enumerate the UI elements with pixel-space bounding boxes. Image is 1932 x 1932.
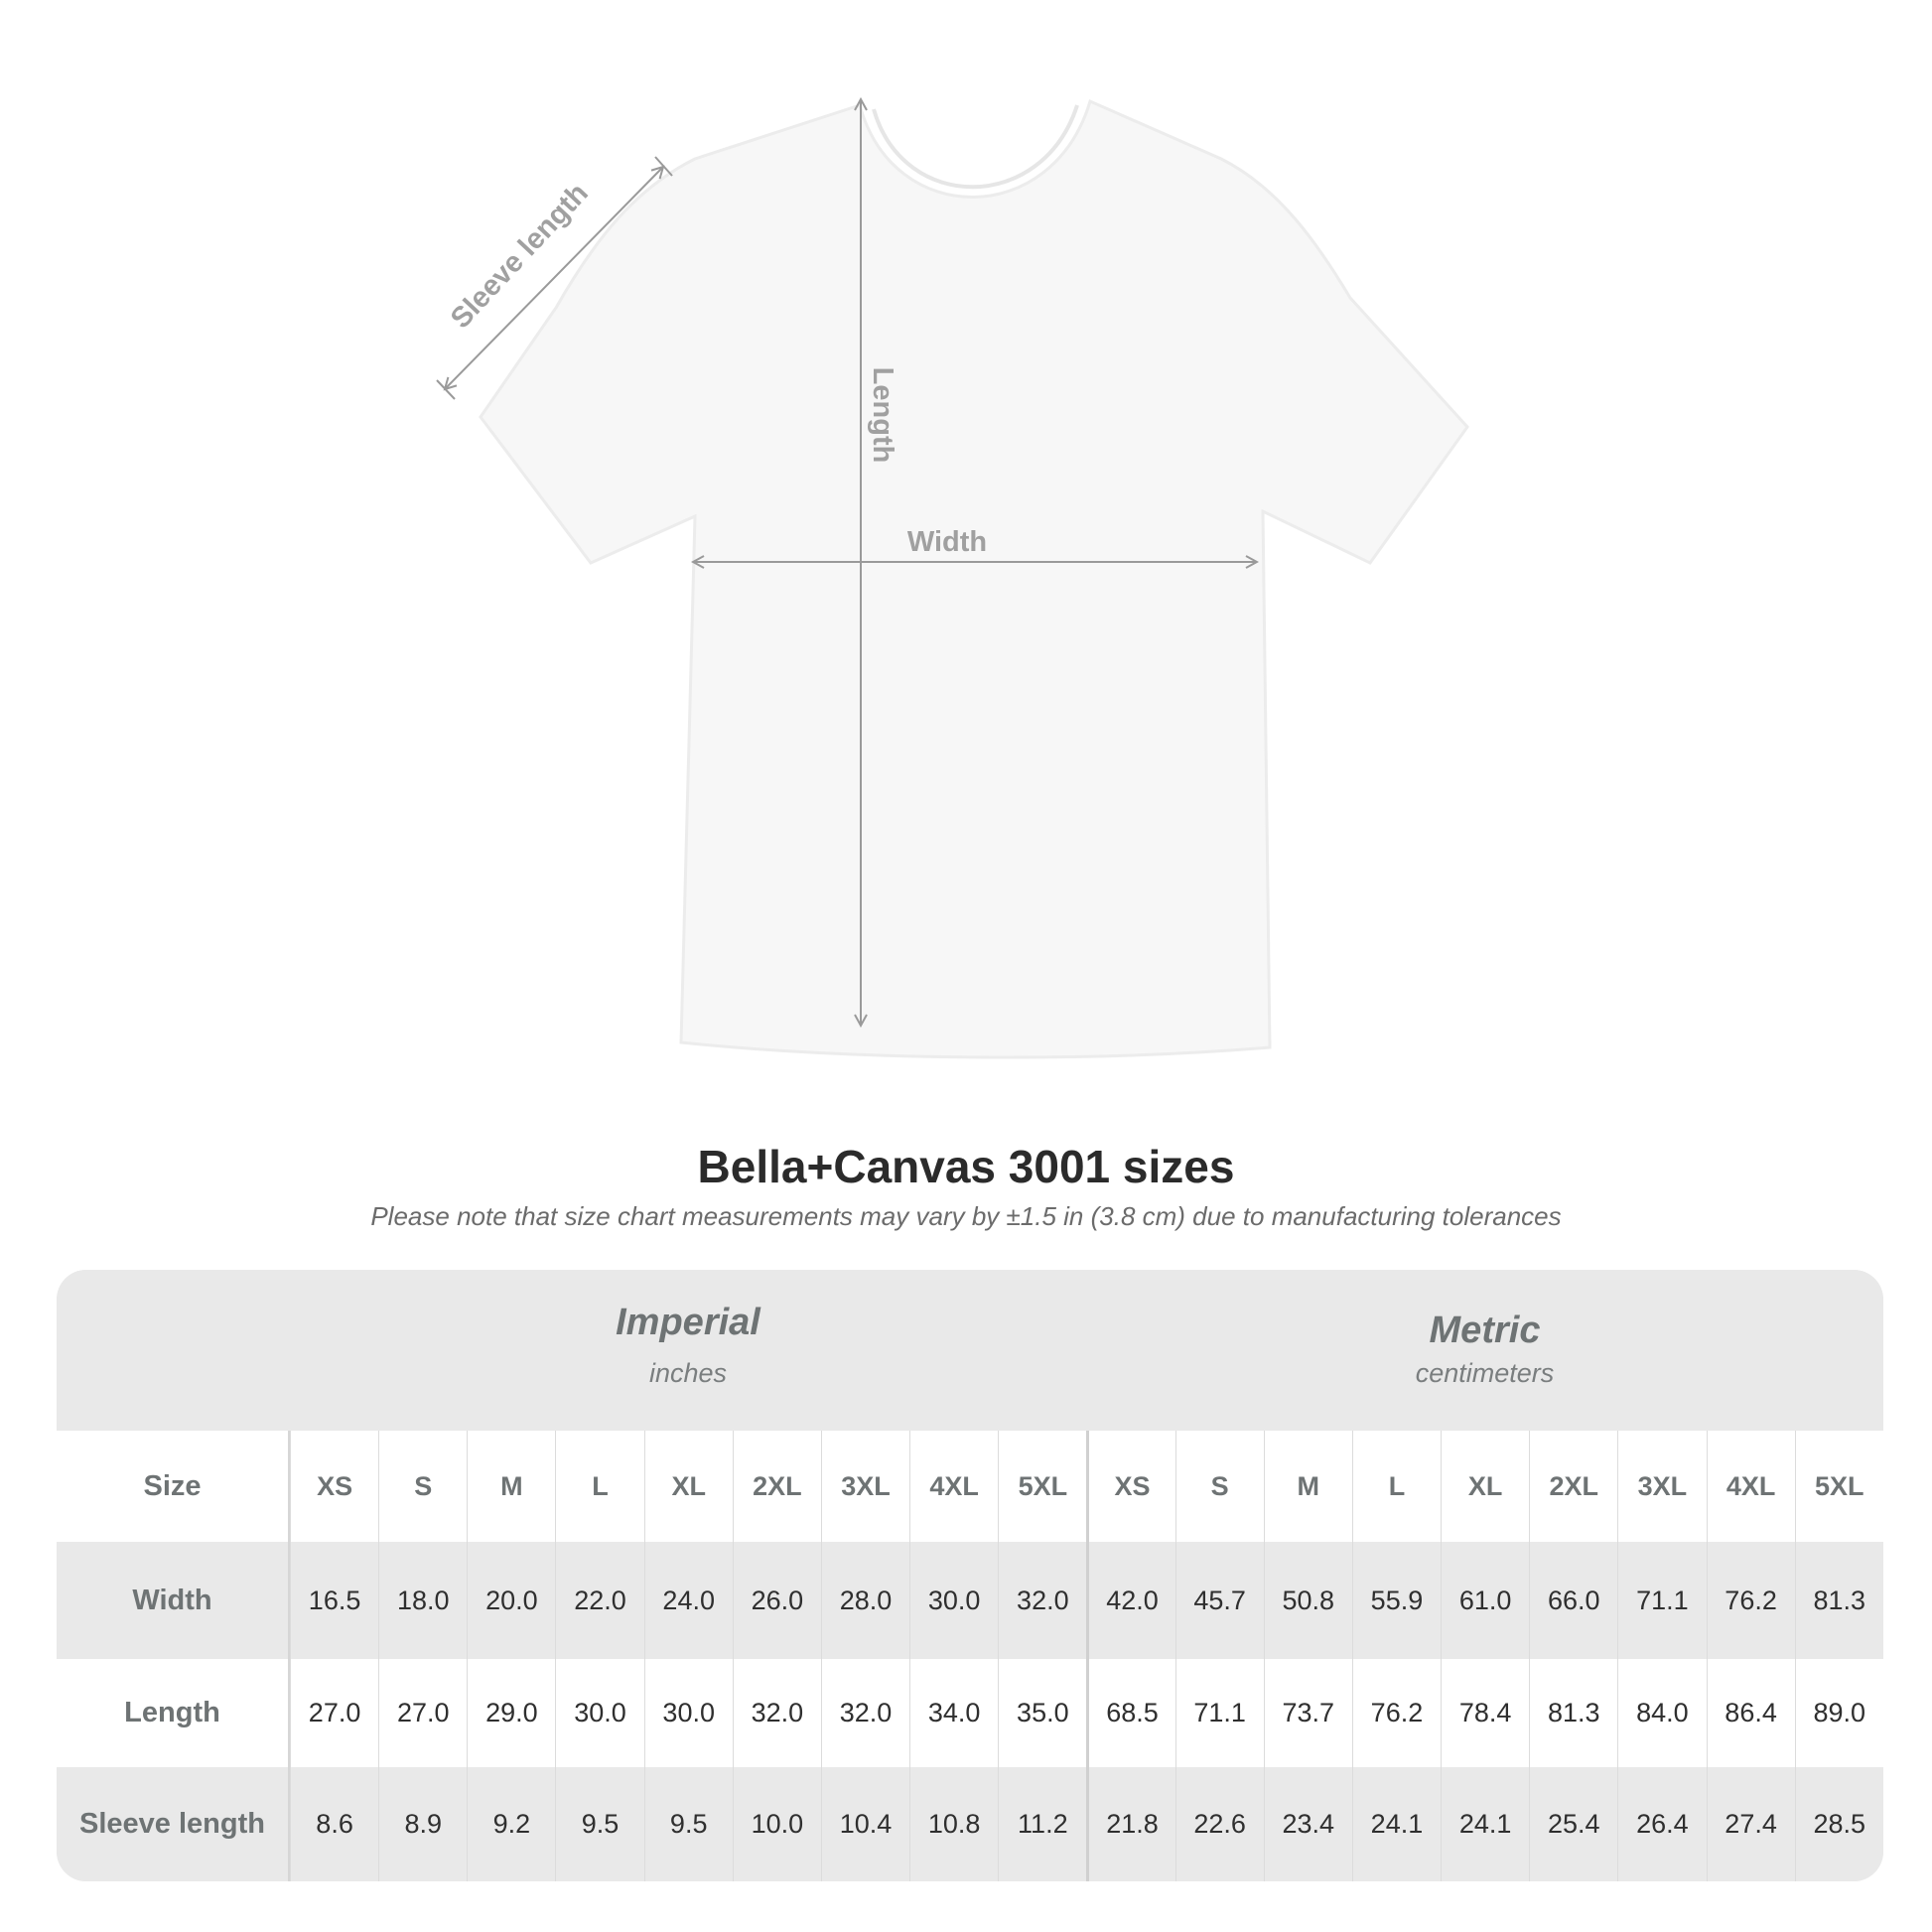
- imperial-value: 9.2: [467, 1767, 555, 1881]
- imperial-value: 11.2: [998, 1767, 1086, 1881]
- size-header-row: Size XS S M L XL 2XL 3XL 4XL 5XL XS S M L XL 2XL 3XL 4XL 5…: [57, 1431, 1883, 1542]
- imperial-unit: inches: [648, 1358, 728, 1388]
- sleeve-arrow: [445, 167, 663, 389]
- imperial-value: 10.0: [732, 1767, 821, 1881]
- metric-value: 25.4: [1529, 1767, 1617, 1881]
- imperial-value: 27.0: [290, 1659, 378, 1767]
- metric-size-l: L: [1351, 1431, 1441, 1542]
- tshirt-shape: [479, 98, 1469, 1059]
- imperial-size-m: M: [467, 1431, 555, 1542]
- imperial-value: 28.0: [820, 1542, 909, 1659]
- metric-value: 22.6: [1174, 1767, 1264, 1881]
- metric-size-xl: XL: [1441, 1431, 1529, 1542]
- imperial-value: 24.0: [643, 1542, 733, 1659]
- metric-value: 89.0: [1794, 1659, 1883, 1767]
- imperial-value: 27.0: [378, 1659, 467, 1767]
- metric-value: 50.8: [1263, 1542, 1352, 1659]
- width-label: Width: [907, 526, 987, 558]
- imperial-value: 18.0: [378, 1542, 467, 1659]
- metric-size-4xl: 4XL: [1706, 1431, 1795, 1542]
- imperial-value: 9.5: [555, 1767, 643, 1881]
- tolerance-note: Please note that size chart measurements…: [370, 1201, 1562, 1231]
- imperial-value: 10.4: [820, 1767, 909, 1881]
- metric-value: 73.7: [1263, 1659, 1352, 1767]
- metric-size-3xl: 3XL: [1617, 1431, 1706, 1542]
- row-label: Length: [57, 1659, 290, 1767]
- metric-value: 78.4: [1441, 1659, 1529, 1767]
- imperial-value: 29.0: [467, 1659, 555, 1767]
- metric-value: 24.1: [1351, 1767, 1441, 1881]
- row-label: Sleeve length: [57, 1767, 290, 1881]
- tshirt-diagram: Sleeve length Length Width: [436, 0, 1469, 1059]
- imperial-size-3xl: 3XL: [820, 1431, 909, 1542]
- imperial-value: 32.0: [820, 1659, 909, 1767]
- metric-value: 45.7: [1174, 1542, 1264, 1659]
- imperial-header: Imperial inches: [290, 1302, 1086, 1389]
- imperial-value: 35.0: [998, 1659, 1086, 1767]
- imperial-size-5xl: 5XL: [998, 1431, 1086, 1542]
- size-table: Imperial inches Metric centimeters Size X…: [57, 1270, 1883, 1881]
- imperial-size-l: L: [555, 1431, 643, 1542]
- imperial-value: 32.0: [998, 1542, 1086, 1659]
- imperial-value: 30.0: [555, 1659, 643, 1767]
- table-row: Width 16.5 18.0 20.0 22.0 24.0 26.0 28.0 30.0 32.…: [57, 1542, 1883, 1659]
- metric-value: 55.9: [1351, 1542, 1441, 1659]
- imperial-value: 30.0: [909, 1542, 998, 1659]
- imperial-value: 26.0: [732, 1542, 821, 1659]
- unit-header: Imperial inches Metric centimeters: [57, 1270, 1883, 1431]
- metric-size-s: S: [1174, 1431, 1264, 1542]
- metric-size-2xl: 2XL: [1529, 1431, 1617, 1542]
- imperial-value: 20.0: [467, 1542, 555, 1659]
- imperial-value: 8.6: [290, 1767, 378, 1881]
- table-row: Sleeve length 8.6 8.9 9.2 9.5 9.5 10.0 10.4 10.8…: [57, 1767, 1883, 1881]
- row-label: Width: [57, 1542, 290, 1659]
- metric-size-5xl: 5XL: [1794, 1431, 1883, 1542]
- imperial-value: 16.5: [290, 1542, 378, 1659]
- metric-value: 76.2: [1351, 1659, 1441, 1767]
- table-row: Length 27.0 27.0 29.0 30.0 30.0 32.0 32.0 34.0 35…: [57, 1659, 1883, 1767]
- imperial-size-4xl: 4XL: [909, 1431, 998, 1542]
- imperial-value: 22.0: [555, 1542, 643, 1659]
- chart-title: Bella+Canvas 3001 sizes: [697, 1141, 1235, 1192]
- imperial-value: 34.0: [909, 1659, 998, 1767]
- metric-value: 24.1: [1441, 1767, 1529, 1881]
- imperial-value: 10.8: [909, 1767, 998, 1881]
- metric-size-m: M: [1263, 1431, 1352, 1542]
- imperial-size-s: S: [378, 1431, 467, 1542]
- imperial-value: 32.0: [732, 1659, 821, 1767]
- metric-value: 28.5: [1794, 1767, 1883, 1881]
- size-label: Size: [57, 1431, 290, 1542]
- metric-value: 61.0: [1441, 1542, 1529, 1659]
- imperial-size-xs: XS: [290, 1431, 378, 1542]
- metric-size-xs: XS: [1086, 1431, 1174, 1542]
- metric-value: 81.3: [1529, 1659, 1617, 1767]
- metric-value: 66.0: [1529, 1542, 1617, 1659]
- metric-unit: centimeters: [1415, 1358, 1555, 1388]
- metric-value: 23.4: [1263, 1767, 1352, 1881]
- imperial-size-2xl: 2XL: [732, 1431, 821, 1542]
- length-label: Length: [867, 367, 898, 464]
- imperial-size-xl: XL: [643, 1431, 733, 1542]
- imperial-value: 9.5: [643, 1767, 733, 1881]
- metric-value: 84.0: [1617, 1659, 1706, 1767]
- metric-value: 81.3: [1794, 1542, 1883, 1659]
- metric-value: 26.4: [1617, 1767, 1706, 1881]
- metric-value: 68.5: [1086, 1659, 1174, 1767]
- metric-value: 71.1: [1617, 1542, 1706, 1659]
- metric-value: 71.1: [1174, 1659, 1264, 1767]
- imperial-value: 30.0: [643, 1659, 733, 1767]
- imperial-value: 8.9: [378, 1767, 467, 1881]
- metric-header: Metric centimeters: [1086, 1310, 1883, 1389]
- imperial-title: Imperial: [616, 1302, 760, 1343]
- metric-value: 76.2: [1706, 1542, 1795, 1659]
- metric-value: 42.0: [1086, 1542, 1174, 1659]
- metric-value: 86.4: [1706, 1659, 1795, 1767]
- metric-value: 27.4: [1706, 1767, 1795, 1881]
- metric-title: Metric: [1429, 1310, 1541, 1351]
- metric-value: 21.8: [1086, 1767, 1174, 1881]
